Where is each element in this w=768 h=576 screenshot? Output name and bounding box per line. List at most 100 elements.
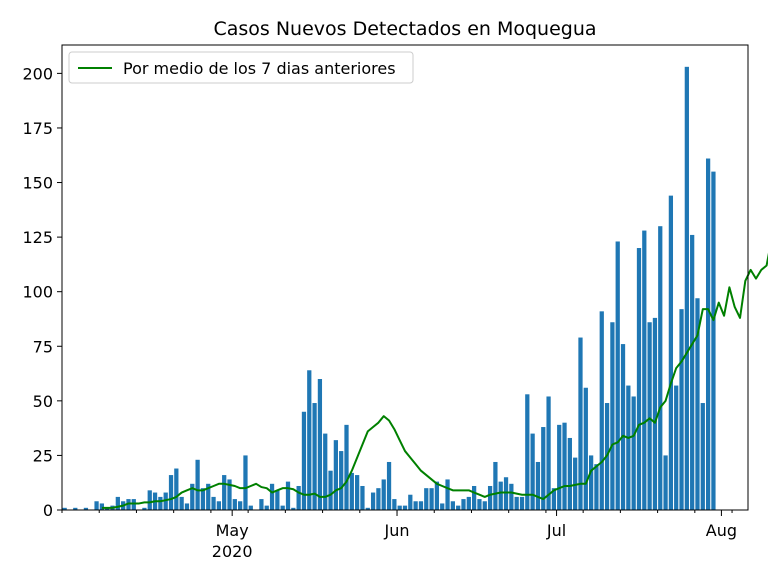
bar	[339, 451, 344, 510]
bar	[184, 503, 190, 510]
bar	[658, 226, 663, 510]
bar	[487, 485, 493, 510]
x-tick-label: Jul	[546, 521, 566, 540]
bar	[238, 501, 243, 510]
bar	[402, 505, 408, 510]
plot-frame	[61, 44, 749, 511]
bar	[370, 492, 376, 510]
legend: Por medio de los 7 dias anteriores	[68, 51, 414, 84]
bar	[567, 437, 572, 510]
bar	[99, 503, 105, 510]
bar	[509, 483, 514, 510]
bar	[243, 455, 248, 510]
bar	[312, 403, 317, 510]
bar	[349, 472, 354, 510]
bar	[381, 479, 386, 510]
x-tick-label: Aug	[706, 521, 737, 540]
bar	[269, 483, 275, 510]
bar	[264, 505, 269, 510]
y-tick-label: 200	[22, 64, 53, 83]
bar	[615, 241, 620, 511]
legend-label: Por medio de los 7 dias anteriores	[123, 59, 396, 78]
bar	[705, 158, 711, 510]
bar	[408, 494, 413, 510]
y-tick-label: 50	[33, 392, 53, 411]
bar	[307, 370, 312, 510]
bar	[259, 499, 264, 510]
bar	[168, 475, 174, 510]
bar	[397, 505, 402, 510]
bar	[355, 475, 360, 510]
bar	[386, 461, 392, 510]
bar	[535, 461, 541, 510]
bar	[328, 470, 333, 510]
y-tick-label: 75	[33, 337, 53, 356]
bar	[190, 483, 195, 510]
bar	[610, 322, 615, 510]
bar	[126, 499, 131, 510]
y-tick-label: 25	[33, 446, 53, 465]
bar	[700, 403, 705, 510]
bar	[301, 411, 307, 510]
bar	[663, 455, 668, 510]
x-tick-label: May	[216, 521, 249, 540]
bar	[493, 461, 498, 510]
bar	[573, 457, 578, 510]
series-line	[101, 252, 768, 509]
bar	[360, 485, 365, 510]
bar	[333, 440, 338, 510]
bar	[636, 248, 642, 510]
bar	[477, 499, 482, 510]
bar	[530, 433, 535, 510]
legend-box	[68, 51, 414, 84]
bar	[461, 499, 466, 510]
bar	[594, 464, 599, 510]
bar	[557, 424, 562, 510]
y-tick-label: 125	[22, 228, 53, 247]
bar	[583, 387, 588, 510]
bar	[376, 488, 381, 510]
bar	[200, 488, 206, 510]
bar	[456, 505, 461, 510]
bar	[472, 485, 477, 510]
y-tick-label: 175	[22, 119, 53, 138]
bar	[163, 492, 168, 510]
bar	[413, 501, 418, 510]
bar	[83, 507, 89, 510]
bar	[695, 298, 700, 510]
bar	[344, 424, 349, 510]
bar	[679, 309, 684, 510]
bar	[589, 455, 594, 510]
bar	[216, 501, 221, 510]
bar	[631, 396, 636, 510]
bar	[498, 481, 503, 510]
bar	[424, 488, 429, 510]
bar	[466, 496, 471, 510]
bar	[562, 422, 567, 510]
y-tick-label: 100	[22, 283, 53, 302]
plot-area	[61, 44, 768, 511]
bar	[440, 503, 445, 510]
bar	[668, 195, 674, 510]
bar	[519, 496, 525, 510]
x-tick-label: Jun	[384, 521, 410, 540]
bar	[105, 507, 110, 510]
bar	[445, 479, 450, 510]
bar	[546, 396, 551, 510]
bar	[232, 499, 237, 510]
bar	[275, 490, 280, 510]
bar	[503, 477, 509, 510]
x-tick-sublabel: 2020	[212, 542, 253, 561]
y-axis: 0 25 50 75 100 125 150 175 200	[22, 64, 62, 520]
bar	[551, 488, 557, 510]
bar	[525, 394, 530, 510]
bar	[317, 379, 323, 510]
bar	[450, 501, 455, 510]
bar	[94, 501, 99, 510]
bar	[684, 66, 689, 510]
bar	[142, 507, 147, 510]
bar	[174, 468, 179, 510]
bar	[147, 490, 152, 510]
bar	[195, 459, 200, 510]
